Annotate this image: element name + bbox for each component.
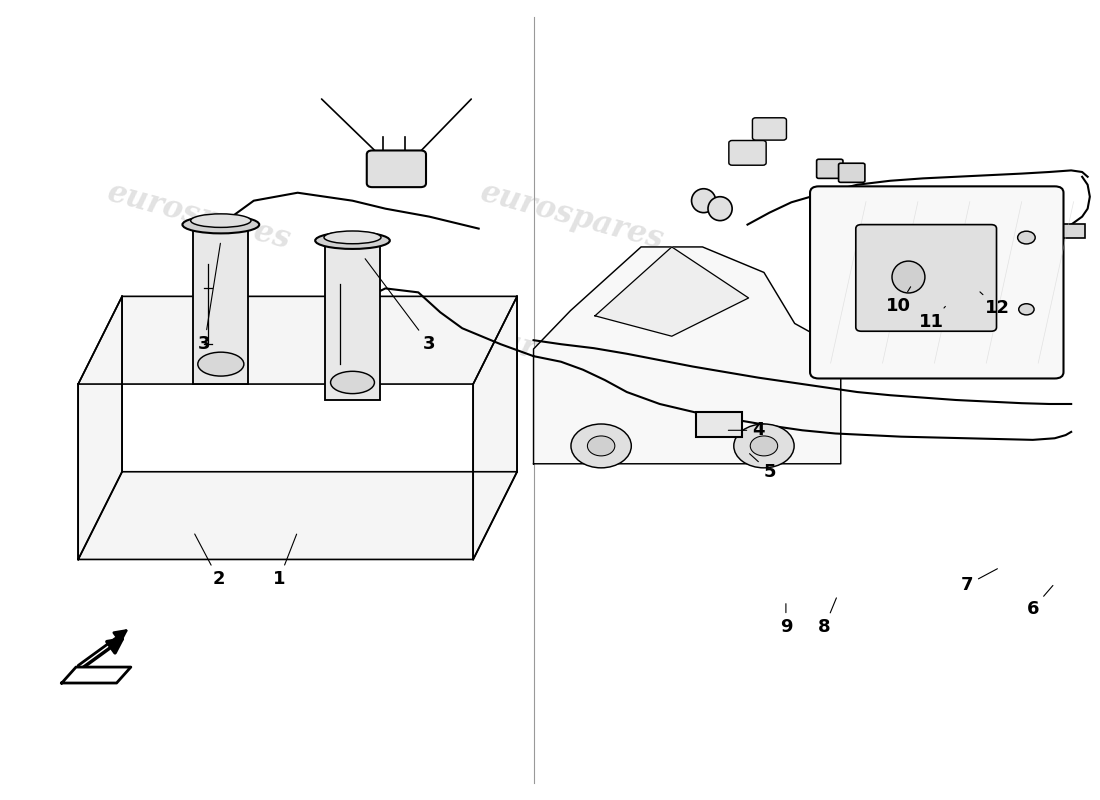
Text: 8: 8 (818, 598, 836, 636)
Polygon shape (78, 296, 122, 559)
Ellipse shape (750, 436, 778, 456)
FancyBboxPatch shape (816, 159, 843, 178)
Polygon shape (78, 296, 517, 384)
Text: 1: 1 (273, 534, 297, 588)
Polygon shape (78, 472, 517, 559)
Circle shape (1019, 304, 1034, 315)
FancyBboxPatch shape (752, 118, 786, 140)
Ellipse shape (183, 216, 260, 234)
Text: eurospares: eurospares (476, 178, 668, 256)
Ellipse shape (892, 261, 925, 293)
Ellipse shape (692, 189, 716, 213)
FancyBboxPatch shape (729, 141, 767, 166)
Text: 5: 5 (749, 454, 775, 481)
FancyBboxPatch shape (810, 186, 1064, 378)
Ellipse shape (587, 436, 615, 456)
Polygon shape (534, 247, 840, 464)
Text: 7: 7 (960, 569, 998, 594)
Polygon shape (194, 225, 249, 384)
Text: 4: 4 (728, 422, 764, 439)
Ellipse shape (324, 231, 381, 244)
Ellipse shape (734, 424, 794, 468)
Text: eurospares: eurospares (476, 321, 668, 399)
Polygon shape (595, 247, 749, 336)
Text: eurospares: eurospares (103, 178, 294, 256)
FancyBboxPatch shape (856, 225, 997, 331)
Text: 12: 12 (980, 292, 1010, 318)
FancyBboxPatch shape (1050, 224, 1086, 238)
Ellipse shape (198, 352, 244, 376)
Text: 11: 11 (920, 306, 945, 331)
Polygon shape (473, 296, 517, 559)
Polygon shape (62, 667, 131, 683)
Text: 2: 2 (195, 534, 224, 588)
Polygon shape (326, 241, 379, 400)
Circle shape (1018, 231, 1035, 244)
Text: 3: 3 (198, 243, 220, 353)
FancyBboxPatch shape (696, 412, 742, 438)
Text: 10: 10 (887, 286, 912, 315)
Ellipse shape (708, 197, 733, 221)
Text: 6: 6 (1026, 586, 1053, 618)
Ellipse shape (190, 214, 251, 227)
FancyBboxPatch shape (366, 150, 426, 187)
FancyBboxPatch shape (838, 163, 865, 182)
Ellipse shape (316, 232, 389, 249)
Ellipse shape (571, 424, 631, 468)
Text: 3: 3 (365, 258, 436, 353)
Text: 9: 9 (780, 604, 792, 636)
Ellipse shape (331, 371, 374, 394)
